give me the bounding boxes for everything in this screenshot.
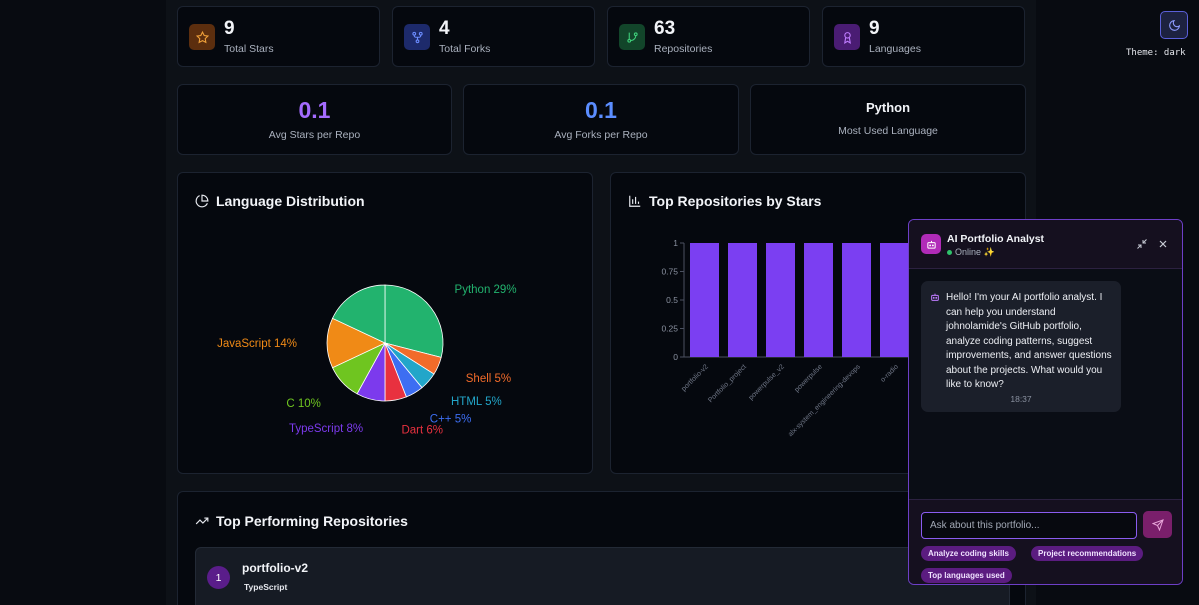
x-tick-label: Portfolio_project xyxy=(707,363,748,404)
avg-forks-card: 0.1 Avg Forks per Repo xyxy=(463,84,739,155)
star-icon xyxy=(195,30,209,43)
pie-slice-javascript[interactable] xyxy=(326,317,386,369)
minimize-button[interactable] xyxy=(1136,237,1150,251)
chat-status: Online ✨ xyxy=(947,247,995,258)
moon-icon xyxy=(1168,19,1180,31)
bar-powerpulse[interactable] xyxy=(804,243,833,357)
avg-stars-card: 0.1 Avg Stars per Repo xyxy=(177,84,452,155)
language-distribution-panel: Language Distribution Python 29% Shell 5%… xyxy=(177,172,593,474)
pie-label: TypeScript 8% xyxy=(289,423,363,435)
close-button[interactable] xyxy=(1157,237,1171,251)
suggestion-chip-project-recommendations[interactable]: Project recommendations xyxy=(1031,546,1144,561)
repo-list-item[interactable]: 1 portfolio-v2 TypeScript xyxy=(195,547,1010,605)
top-performing-title: Top Performing Repositories xyxy=(216,513,408,529)
chat-input[interactable] xyxy=(921,512,1137,539)
total-stars-card: 9 Total Stars xyxy=(177,6,380,67)
online-dot xyxy=(947,250,952,255)
repo-language-badge: TypeScript xyxy=(244,582,288,592)
repo-rank-badge: 1 xyxy=(207,566,230,589)
pie-chart-icon xyxy=(195,194,209,208)
git-branch-icon xyxy=(626,31,638,43)
most-used-language-card: Python Most Used Language xyxy=(750,84,1026,155)
languages-value: 9 xyxy=(869,18,880,39)
pie-slice-other[interactable] xyxy=(331,284,386,344)
suggestion-chip-top-languages[interactable]: Top languages used xyxy=(921,568,1012,583)
repositories-icon-box xyxy=(619,24,645,50)
pie-label: C++ 5% xyxy=(430,414,472,426)
repositories-card: 63 Repositories xyxy=(607,6,810,67)
assistant-message-text: Hello! I'm your AI portfolio analyst. I … xyxy=(946,292,1112,390)
x-tick-label: alx-system_engineering-devops xyxy=(787,363,862,438)
languages-icon-box xyxy=(834,24,860,50)
repo-name[interactable]: portfolio-v2 xyxy=(242,561,308,575)
bar-chart-icon xyxy=(629,195,641,207)
languages-card: 9 Languages xyxy=(822,6,1025,67)
y-tick-label: 0.25 xyxy=(661,324,678,334)
language-pie-chart: Python 29% Shell 5% HTML 5% C++ 5%Dart 6% Ty… xyxy=(217,284,517,436)
top-repos-by-stars-title: Top Repositories by Stars xyxy=(649,193,822,209)
y-tick-label: 0.5 xyxy=(666,295,678,305)
y-tick-label: 1 xyxy=(673,238,678,248)
avg-forks-label: Avg Forks per Repo xyxy=(554,129,648,141)
total-forks-icon-box xyxy=(404,24,430,50)
pie-label: C 10% xyxy=(286,398,321,410)
theme-toggle-button[interactable] xyxy=(1160,11,1188,39)
x-tick-label: portfolio-v2 xyxy=(680,363,710,393)
bar-portfolio-v2[interactable] xyxy=(690,243,719,357)
total-forks-card: 4 Total Forks xyxy=(392,6,595,67)
bot-avatar xyxy=(921,234,941,254)
repositories-label: Repositories xyxy=(654,43,713,55)
trending-up-icon xyxy=(195,517,209,525)
most-used-language-value: Python xyxy=(865,100,911,115)
total-stars-value: 9 xyxy=(224,18,235,39)
chat-footer: Analyze coding skills Project recommenda… xyxy=(909,499,1182,584)
pie-label: HTML 5% xyxy=(451,396,502,408)
bar-o-radio[interactable] xyxy=(880,243,909,357)
bar-powerpulse-v2[interactable] xyxy=(766,243,795,357)
total-forks-label: Total Forks xyxy=(439,43,491,55)
y-tick-label: 0 xyxy=(673,352,678,362)
bar-portfolio-project[interactable] xyxy=(728,243,757,357)
total-forks-value: 4 xyxy=(439,18,450,39)
avg-stars-label: Avg Stars per Repo xyxy=(268,129,361,141)
send-button[interactable] xyxy=(1143,511,1172,538)
close-icon xyxy=(1159,240,1167,248)
chat-header: AI Portfolio Analyst Online ✨ xyxy=(909,220,1182,269)
top-performing-panel: Top Performing Repositories 1 portfolio-… xyxy=(177,491,1026,605)
assistant-message: Hello! I'm your AI portfolio analyst. I … xyxy=(921,281,1121,412)
pie-label: JavaScript 14% xyxy=(217,338,297,350)
bar-alx-system-engineering-devops[interactable] xyxy=(842,243,871,357)
minimize-icon xyxy=(1137,239,1147,249)
message-timestamp: 18:37 xyxy=(1010,394,1032,404)
theme-label: Theme: dark xyxy=(1126,48,1186,58)
avg-stars-value: 0.1 xyxy=(298,97,331,123)
bot-icon xyxy=(926,240,936,249)
y-tick-label: 0.75 xyxy=(661,267,678,277)
bot-icon xyxy=(931,293,939,301)
language-distribution-title: Language Distribution xyxy=(216,193,365,209)
send-icon xyxy=(1151,518,1164,531)
x-tick-label: o-radio xyxy=(880,363,900,383)
pie-label: Shell 5% xyxy=(466,373,511,385)
total-stars-label: Total Stars xyxy=(224,43,274,55)
chat-title: AI Portfolio Analyst xyxy=(947,233,1045,245)
award-icon xyxy=(843,31,851,44)
pie-label: Python 29% xyxy=(455,284,517,296)
x-tick-label: powerpulse_v2 xyxy=(748,363,786,401)
chat-status-text: Online ✨ xyxy=(955,247,995,257)
fork-icon xyxy=(411,31,423,43)
pie-label: Dart 6% xyxy=(401,424,443,436)
avg-forks-value: 0.1 xyxy=(585,97,617,123)
total-stars-icon-box xyxy=(189,24,215,50)
languages-label: Languages xyxy=(869,43,921,55)
suggestion-chip-coding-skills[interactable]: Analyze coding skills xyxy=(921,546,1016,561)
repositories-value: 63 xyxy=(654,18,676,39)
most-used-language-label: Most Used Language xyxy=(838,125,938,137)
ai-chat-widget: AI Portfolio Analyst Online ✨ Hello! I'm… xyxy=(908,219,1183,585)
pie-slice-python[interactable] xyxy=(384,284,444,358)
x-tick-label: powerpulse xyxy=(794,363,824,393)
